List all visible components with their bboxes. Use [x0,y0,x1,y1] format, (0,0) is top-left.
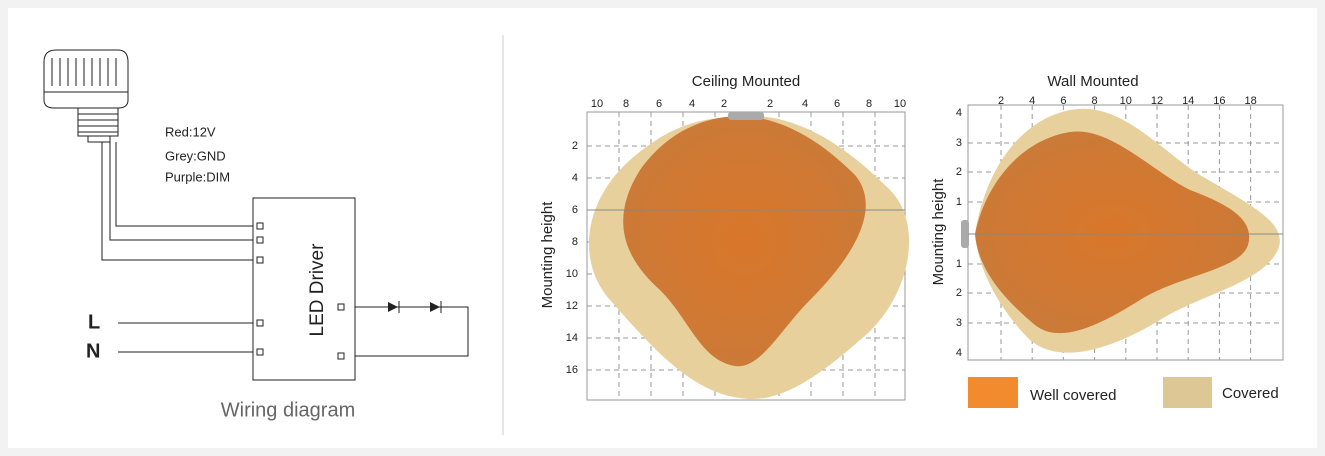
y-tick-label: 12 [566,300,578,312]
y-tick-label: 4 [572,172,578,184]
x-tick-label: 12 [1151,95,1163,107]
y-tick-label: 3 [956,317,962,329]
y-tick-label: 2 [572,140,578,152]
chart-title: Wall Mounted [1047,73,1138,90]
x-tick-label: 6 [834,98,840,110]
x-tick-label: 8 [866,98,872,110]
y-tick-label: 14 [566,332,578,344]
well-covered-area [623,116,866,367]
x-tick-label: 4 [1029,95,1035,107]
x-tick-label: 2 [998,95,1004,107]
x-tick-label: 2 [767,98,773,110]
x-tick-label: 10 [591,98,603,110]
legend-label: Well covered [1030,387,1116,404]
wire-label: Purple:DIM [165,169,230,184]
x-tick-label: 6 [656,98,662,110]
y-axis-label: Mounting height [930,178,947,286]
x-tick-label: 4 [689,98,695,110]
y-tick-label: 2 [956,166,962,178]
wiring-diagram: Red:12V Grey:GND Purple:DIM LED Driver L… [43,49,469,421]
y-tick-label: 1 [956,196,962,208]
x-tick-label: 10 [894,98,906,110]
caption: Wiring diagram [221,399,355,421]
sensor [961,220,969,248]
x-tick-label: 16 [1213,95,1225,107]
y-tick-label: 1 [956,258,962,270]
x-tick-label: 2 [721,98,727,110]
driver-label: LED Driver [307,243,328,337]
y-tick-label: 4 [956,347,962,359]
legend-label: Covered [1222,385,1279,402]
x-tick-label: 10 [1120,95,1132,107]
y-axis-label: Mounting height [539,201,556,309]
y-tick-label: 4 [956,107,962,119]
x-tick-label: 8 [623,98,629,110]
chart-title: Ceiling Mounted [692,73,800,90]
wire-label: Grey:GND [165,148,226,163]
legend-swatch [968,377,1018,408]
neutral-label: N [86,340,100,362]
y-tick-label: 2 [956,287,962,299]
y-tick-label: 10 [566,268,578,280]
y-tick-label: 8 [572,236,578,248]
wire-label: Red:12V [165,124,216,139]
y-tick-label: 6 [572,204,578,216]
x-tick-label: 8 [1092,95,1098,107]
sensor [728,112,764,120]
x-tick-label: 18 [1244,95,1256,107]
line-label: L [88,311,100,333]
x-tick-label: 14 [1182,95,1194,107]
x-tick-label: 4 [802,98,808,110]
y-tick-label: 16 [566,364,578,376]
legend-swatch [1163,377,1212,408]
x-tick-label: 6 [1060,95,1066,107]
y-tick-label: 3 [956,137,962,149]
well-covered-area [975,131,1250,334]
ceiling-chart: 16 14 12 10 8 6 4 2 10 8 6 4 2 2 4 6 8 10 Ceiling Mounted… [539,73,910,401]
driver-box [252,197,356,381]
